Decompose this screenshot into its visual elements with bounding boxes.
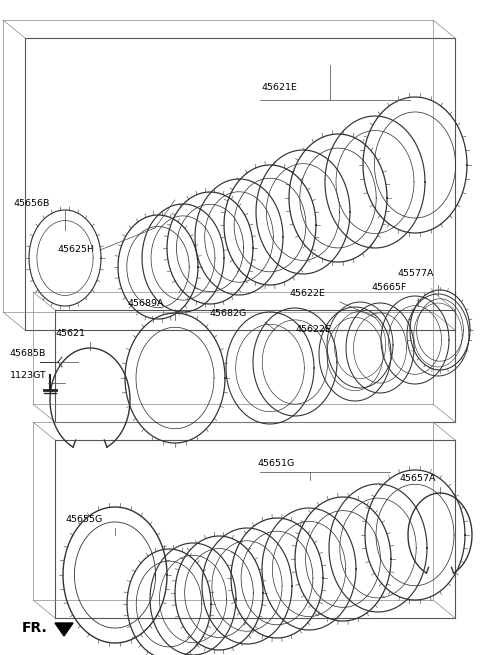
Polygon shape (55, 623, 73, 636)
Text: 45577A: 45577A (398, 269, 434, 278)
Text: 45625H: 45625H (58, 246, 95, 255)
Text: 45685B: 45685B (10, 349, 47, 358)
Text: 45689A: 45689A (128, 299, 165, 308)
Text: 45622E: 45622E (295, 325, 331, 334)
Text: 45621E: 45621E (262, 83, 298, 92)
Text: FR.: FR. (22, 621, 48, 635)
Text: 1123GT: 1123GT (10, 371, 47, 380)
Text: 45656B: 45656B (14, 199, 50, 208)
Text: 45651G: 45651G (258, 459, 295, 468)
Text: 45682G: 45682G (210, 309, 247, 318)
Text: 45665F: 45665F (372, 283, 408, 292)
Text: 45655G: 45655G (65, 515, 102, 524)
Text: 45657A: 45657A (400, 474, 436, 483)
Text: 45622E: 45622E (290, 289, 326, 298)
Text: 45621: 45621 (55, 329, 85, 338)
